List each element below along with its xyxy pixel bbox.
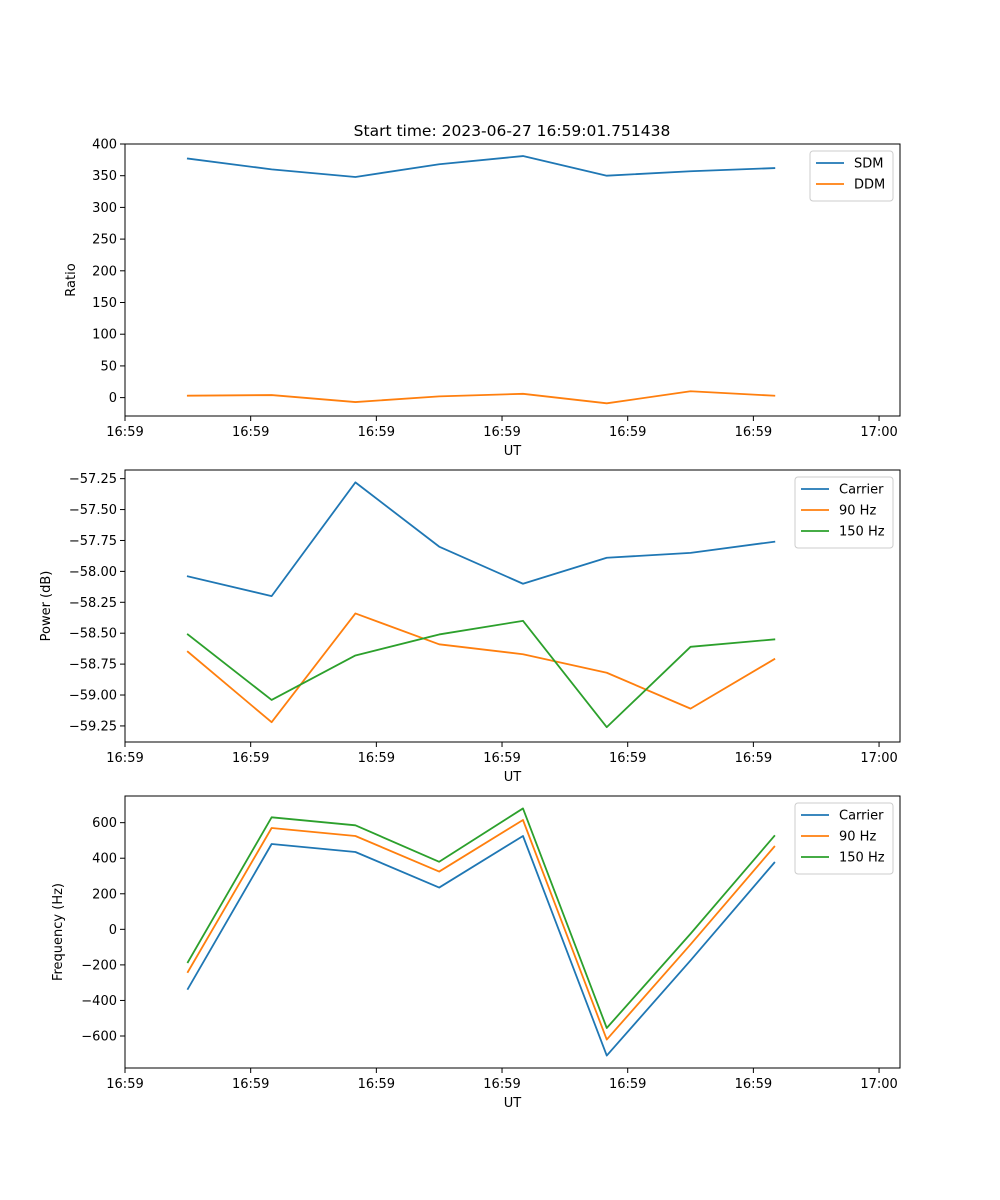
y-tick-label: −59.00 — [69, 689, 117, 704]
x-tick-label: 17:00 — [860, 751, 897, 766]
series-line-carrier — [186, 481, 776, 598]
x-tick-label: 16:59 — [483, 751, 520, 766]
y-tick-label: 400 — [92, 138, 117, 153]
y-tick-label: 150 — [92, 296, 117, 311]
y-axis-label: Power (dB) — [39, 571, 54, 642]
legend-label: 90 Hz — [839, 830, 876, 845]
axes-frame — [124, 469, 901, 743]
y-tick-label: −57.50 — [69, 503, 117, 518]
series-line-ddm — [186, 390, 776, 405]
series-line-90-hz — [186, 612, 776, 724]
x-tick-label: 16:59 — [609, 1077, 646, 1092]
legend-label: DDM — [854, 178, 885, 193]
panels: 16:59 16:59 16:59 16:59 16:59 16:59 17:00 0 50 10… — [39, 138, 901, 1111]
series-line-90-hz — [186, 819, 776, 1041]
x-tick-label: 16:59 — [735, 1077, 772, 1092]
x-tick-label: 16:59 — [483, 425, 520, 440]
legend-label: Carrier — [839, 809, 884, 824]
y-tick-label: −58.50 — [69, 627, 117, 642]
series-line-carrier — [186, 835, 776, 1057]
y-tick-label: −600 — [81, 1030, 117, 1045]
legend-label: Carrier — [839, 483, 884, 498]
y-tick-label: −59.25 — [69, 719, 117, 734]
legend: Carrier 90 Hz 150 Hz — [794, 802, 894, 875]
x-tick-label: 16:59 — [735, 751, 772, 766]
y-tick-label: 600 — [92, 816, 117, 831]
x-tick-label: 16:59 — [106, 1077, 143, 1092]
x-tick-label: 16:59 — [358, 425, 395, 440]
legend-label: 150 Hz — [839, 525, 885, 540]
x-axis-label: UT — [504, 770, 522, 785]
x-tick-label: 16:59 — [483, 1077, 520, 1092]
chart-title: Start time: 2023-06-27 16:59:01.751438 — [354, 122, 671, 140]
x-tick-label: 16:59 — [106, 751, 143, 766]
panel-3: 16:59 16:59 16:59 16:59 16:59 16:59 17:00 −600 −… — [51, 795, 901, 1111]
y-axis-label: Ratio — [64, 263, 79, 296]
y-tick-label: 50 — [100, 359, 117, 374]
panel-1: 16:59 16:59 16:59 16:59 16:59 16:59 17:00 0 50 10… — [64, 138, 901, 459]
y-tick-label: −57.75 — [69, 534, 117, 549]
x-axis-label: UT — [504, 444, 522, 459]
x-tick-label: 16:59 — [735, 425, 772, 440]
y-tick-label: −58.25 — [69, 596, 117, 611]
y-tick-label: −58.75 — [69, 658, 117, 673]
y-tick-label: −200 — [81, 958, 117, 973]
y-tick-label: 350 — [92, 169, 117, 184]
x-tick-label: 16:59 — [232, 751, 269, 766]
x-tick-label: 17:00 — [860, 1077, 897, 1092]
y-tick-label: −57.25 — [69, 472, 117, 487]
y-tick-label: −400 — [81, 994, 117, 1009]
series-line-150-hz — [186, 807, 776, 1029]
x-tick-label: 16:59 — [232, 1077, 269, 1092]
series-line-150-hz — [186, 619, 776, 729]
x-tick-label: 16:59 — [609, 425, 646, 440]
legend-label: 150 Hz — [839, 851, 885, 866]
series-line-sdm — [186, 155, 776, 178]
y-tick-label: 200 — [92, 264, 117, 279]
legend: Carrier 90 Hz 150 Hz — [794, 476, 894, 549]
y-tick-label: 300 — [92, 201, 117, 216]
x-tick-label: 16:59 — [106, 425, 143, 440]
y-tick-label: 400 — [92, 852, 117, 867]
axes-frame — [124, 143, 901, 417]
y-tick-label: 0 — [109, 391, 117, 406]
y-tick-label: 100 — [92, 328, 117, 343]
x-tick-label: 17:00 — [860, 425, 897, 440]
x-tick-label: 16:59 — [358, 751, 395, 766]
x-tick-label: 16:59 — [232, 425, 269, 440]
x-axis-label: UT — [504, 1096, 522, 1111]
x-tick-label: 16:59 — [358, 1077, 395, 1092]
axes-frame — [124, 795, 901, 1069]
y-tick-label: −58.00 — [69, 565, 117, 580]
x-tick-label: 16:59 — [609, 751, 646, 766]
legend-label: 90 Hz — [839, 504, 876, 519]
legend-label: SDM — [854, 157, 883, 172]
y-tick-label: 200 — [92, 887, 117, 902]
y-tick-label: 250 — [92, 233, 117, 248]
panel-2: 16:59 16:59 16:59 16:59 16:59 16:59 17:00 −59.2… — [39, 469, 901, 785]
legend: SDM DDM — [809, 150, 894, 202]
y-tick-label: 0 — [109, 923, 117, 938]
y-axis-label: Frequency (Hz) — [51, 883, 66, 981]
